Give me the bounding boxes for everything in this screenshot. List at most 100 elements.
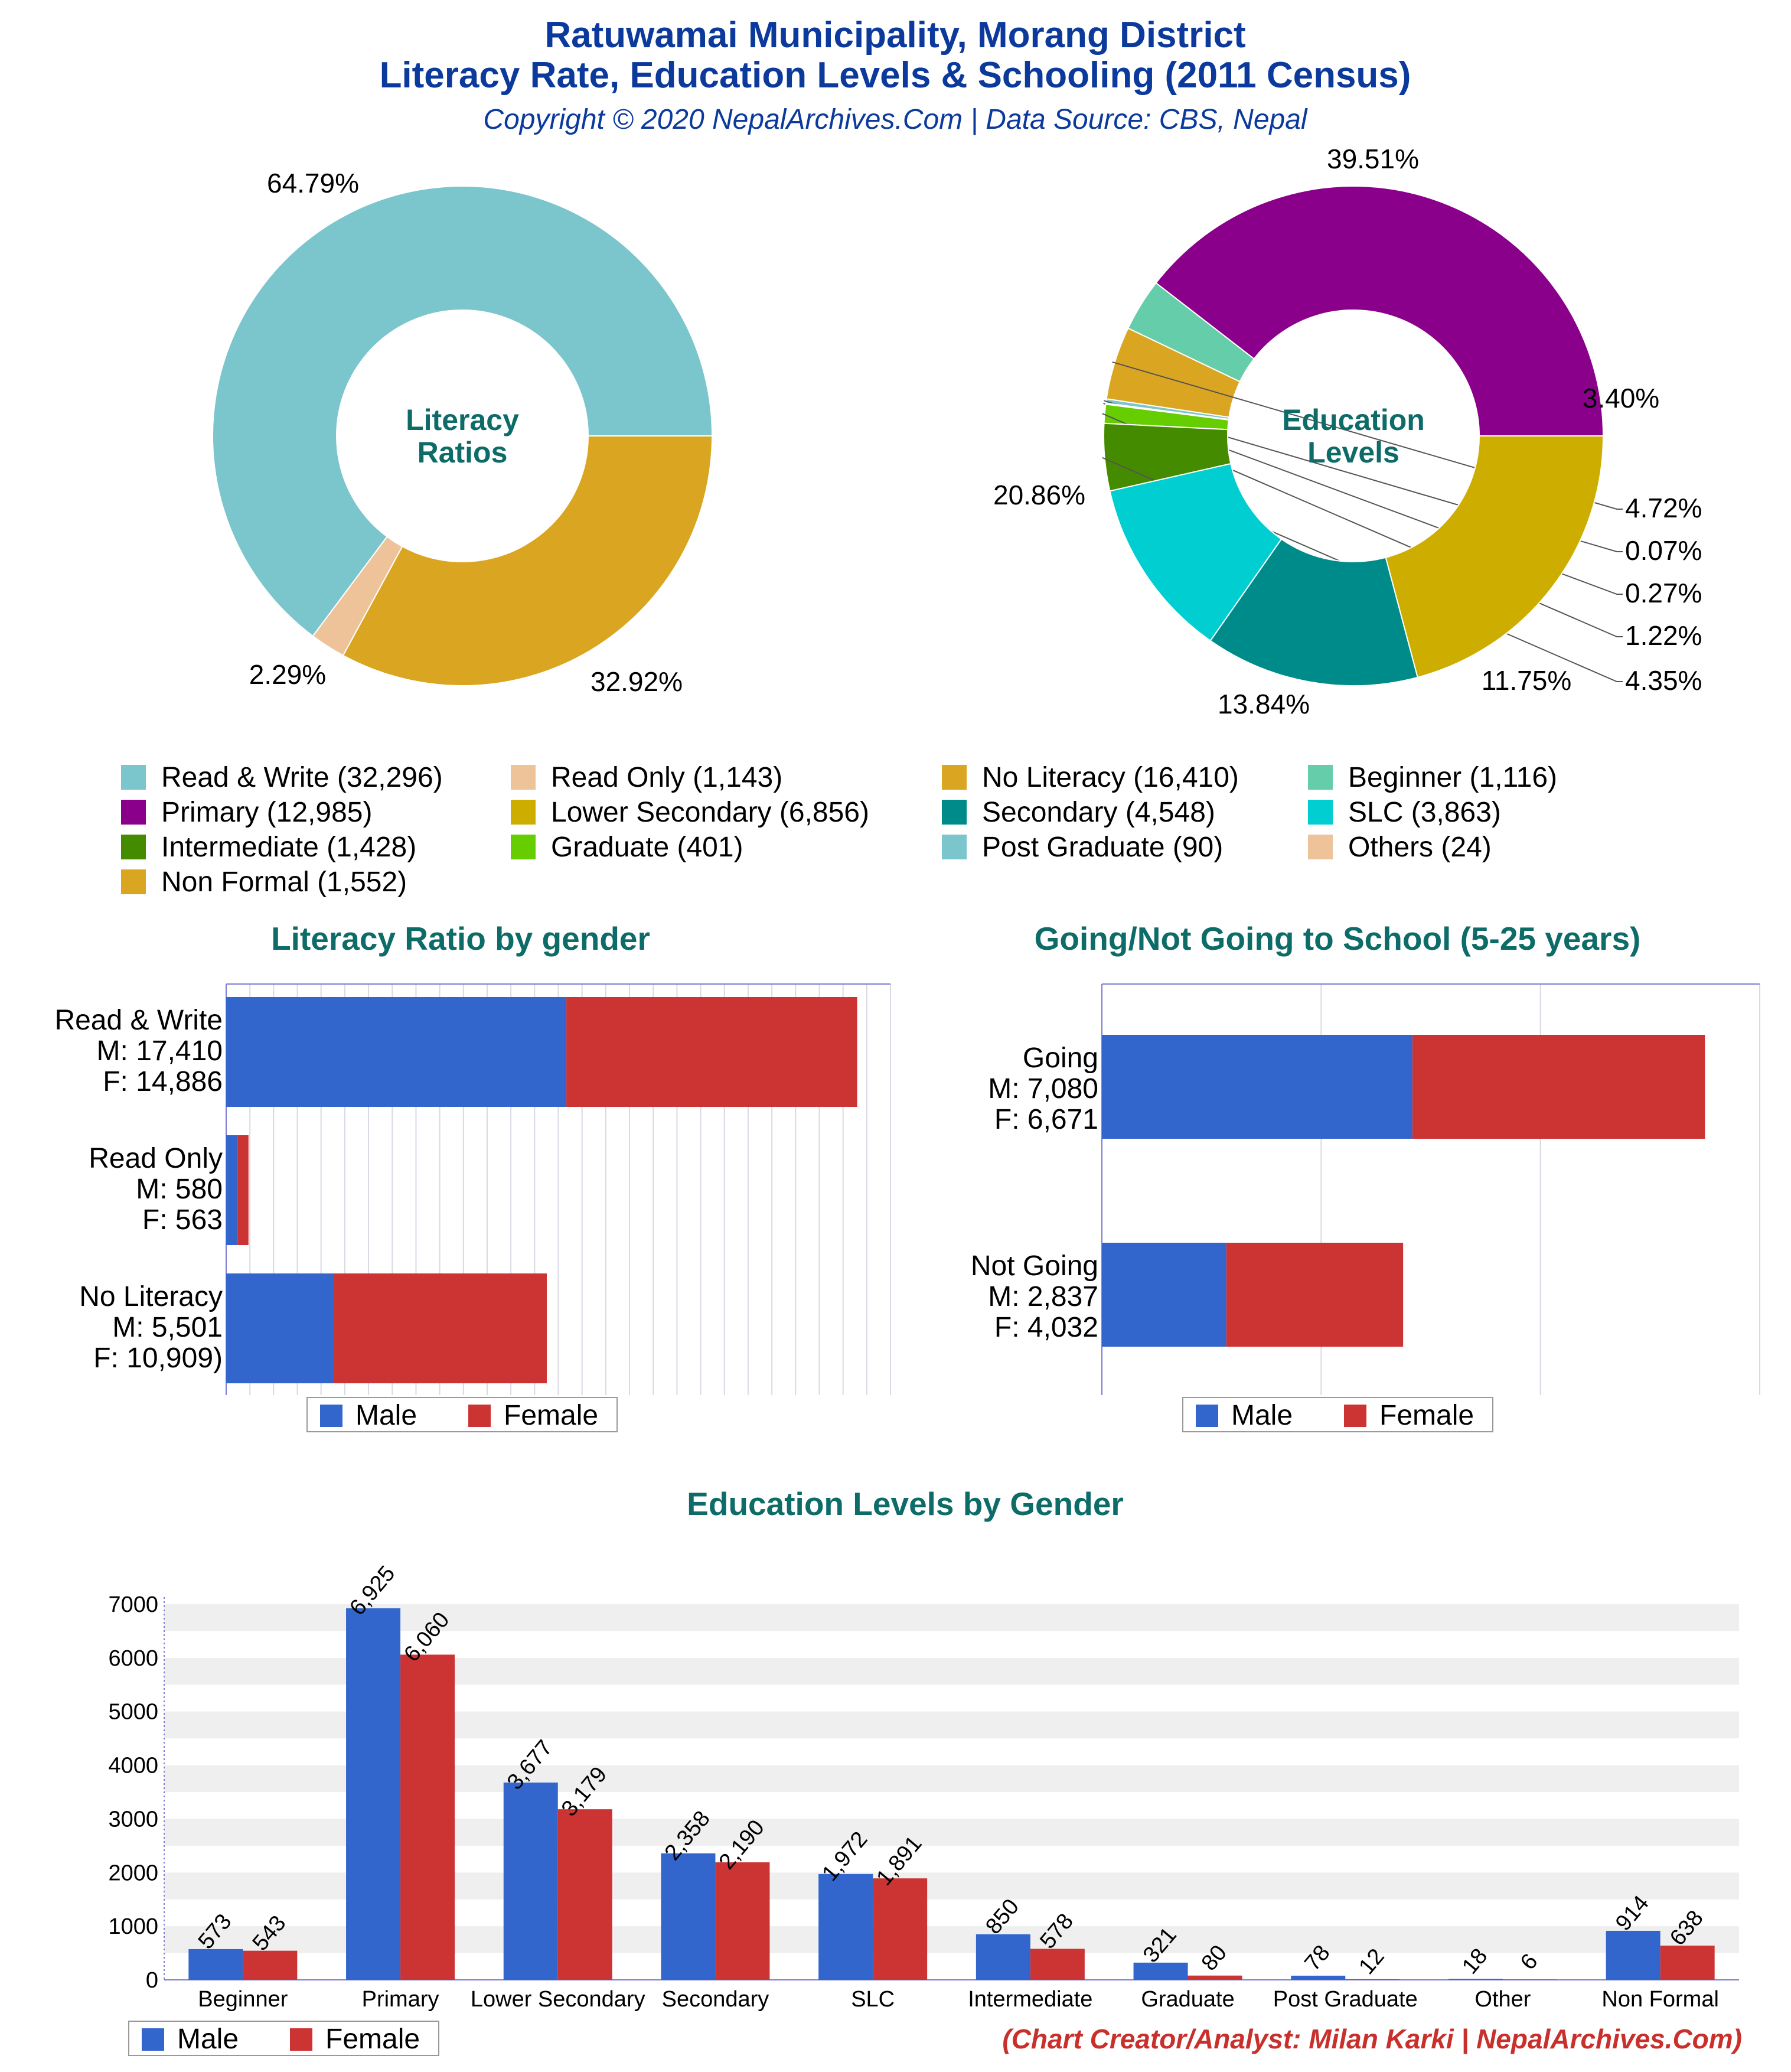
legend-swatch: [942, 765, 967, 790]
legend-swatch: [511, 765, 536, 790]
x-tick-label: Primary: [362, 1987, 439, 2012]
bar-female: [334, 1273, 547, 1383]
legend-swatch-male: [320, 1405, 342, 1427]
legend-label-male: Male: [355, 1400, 417, 1431]
bar-male: [188, 1949, 243, 1980]
y-tick-label: 5000: [108, 1700, 158, 1725]
x-tick-label: Post Graduate: [1273, 1987, 1418, 2012]
legend-item: Intermediate (1,428): [161, 832, 416, 863]
legend-swatch-male: [142, 2028, 164, 2051]
legend-swatch: [121, 765, 146, 790]
subtitle: Copyright © 2020 NepalArchives.Com | Dat…: [483, 104, 1307, 135]
slice-lower-secondary: [1385, 435, 1604, 679]
slice-slc: [1109, 462, 1283, 642]
y-tick-label: 6000: [108, 1646, 158, 1671]
legend-label-male: Male: [177, 2024, 239, 2055]
legend-item: Non Formal (1,552): [161, 866, 407, 898]
donut-center-label: Ratios: [417, 436, 508, 469]
slice-no-literacy: [342, 435, 713, 686]
row-label: F: 6,671: [994, 1104, 1098, 1135]
legend-swatch: [942, 800, 967, 825]
row-label: Going: [1023, 1042, 1098, 1074]
x-tick-label: Other: [1474, 1987, 1531, 2012]
row-label: M: 7,080: [988, 1073, 1098, 1105]
main-title-line2: Literacy Rate, Education Levels & School…: [380, 55, 1411, 96]
slice-primary: [1155, 185, 1604, 436]
bar-male: [976, 1934, 1030, 1980]
legend-swatch: [121, 869, 146, 894]
bar-female: [1412, 1035, 1705, 1139]
gender-legend-box: [1182, 1397, 1493, 1432]
slice-leader-line: [1102, 457, 1623, 682]
slice-percent-label: 2.29%: [249, 659, 326, 690]
slice-leader-line: [1103, 402, 1623, 595]
slice-percent-label: 4.72%: [1625, 493, 1702, 523]
legend-label-female: Female: [325, 2024, 420, 2055]
legend-item: Primary (12,985): [161, 797, 372, 828]
row-label: Read Only: [89, 1143, 223, 1174]
slice-percent-label: 3.40%: [1583, 383, 1659, 413]
bar-female: [237, 1135, 249, 1245]
bar-female: [1030, 1949, 1085, 1980]
slice-read-write: [212, 185, 713, 637]
legend-swatch-female: [290, 2028, 312, 2051]
x-tick-label: Secondary: [662, 1987, 769, 2012]
legend-item: Others (24): [1348, 832, 1492, 863]
slice-percent-label: 64.79%: [267, 168, 359, 198]
slice-percent-label: 20.86%: [993, 480, 1085, 510]
row-label: Not Going: [971, 1250, 1098, 1282]
pie-legend: Read & Write (32,296) Read Only (1,143) No…: [121, 762, 1557, 898]
legend-swatch: [511, 835, 536, 859]
bar-female: [715, 1862, 770, 1980]
bar-male: [818, 1874, 873, 1980]
legend-swatch: [511, 800, 536, 825]
slice-secondary: [1209, 538, 1418, 686]
literacy-gender-title: Literacy Ratio by gender: [271, 920, 650, 957]
y-tick-label: 7000: [108, 1592, 158, 1617]
row-label: Read & Write: [54, 1005, 223, 1036]
bar-female: [1188, 1975, 1242, 1980]
slice-percent-label: 4.35%: [1625, 665, 1702, 696]
legend-swatch-female: [468, 1405, 491, 1427]
legend-swatch: [1308, 765, 1333, 790]
bar-female: [557, 1809, 612, 1980]
donut-center-label: Literacy: [406, 403, 519, 436]
credit-text: (Chart Creator/Analyst: Milan Karki | Ne…: [1002, 2024, 1742, 2054]
slice-percent-label: 13.84%: [1218, 689, 1310, 719]
bar-male: [346, 1608, 401, 1980]
legend-label-male: Male: [1231, 1400, 1293, 1431]
bar-female: [873, 1878, 928, 1980]
legend-item: SLC (3,863): [1348, 797, 1501, 828]
donut-center-label: Levels: [1307, 436, 1399, 469]
x-tick-label: Non Formal: [1601, 1987, 1719, 2012]
legend-swatch: [121, 800, 146, 825]
slice-percent-label: 32.92%: [591, 666, 683, 697]
legend-item: No Literacy (16,410): [982, 762, 1239, 793]
bar-male: [226, 1273, 334, 1383]
y-tick-label: 3000: [108, 1807, 158, 1832]
x-tick-label: SLC: [851, 1987, 895, 2012]
legend-item: Post Graduate (90): [982, 832, 1223, 863]
row-label: M: 580: [136, 1174, 223, 1205]
bar-male: [1606, 1930, 1660, 1980]
bar-male: [503, 1782, 558, 1980]
school-title: Going/Not Going to School (5-25 years): [1035, 920, 1641, 957]
x-tick-label: Intermediate: [968, 1987, 1092, 2012]
bar-female: [1660, 1946, 1715, 1980]
row-label: M: 5,501: [112, 1312, 223, 1343]
row-label: F: 14,886: [103, 1066, 223, 1097]
bar-male: [1102, 1035, 1412, 1139]
y-tick-label: 2000: [108, 1861, 158, 1885]
bar-male: [1102, 1243, 1226, 1347]
slice-percent-label: 0.27%: [1625, 578, 1702, 608]
slice-percent-label: 11.75%: [1482, 665, 1572, 696]
bar-female: [566, 997, 857, 1107]
legend-swatch: [1308, 800, 1333, 825]
legend-item: Secondary (4,548): [982, 797, 1215, 828]
bar-male: [1291, 1975, 1346, 1980]
legend-swatch: [1308, 835, 1333, 859]
legend-label-female: Female: [1379, 1400, 1474, 1431]
